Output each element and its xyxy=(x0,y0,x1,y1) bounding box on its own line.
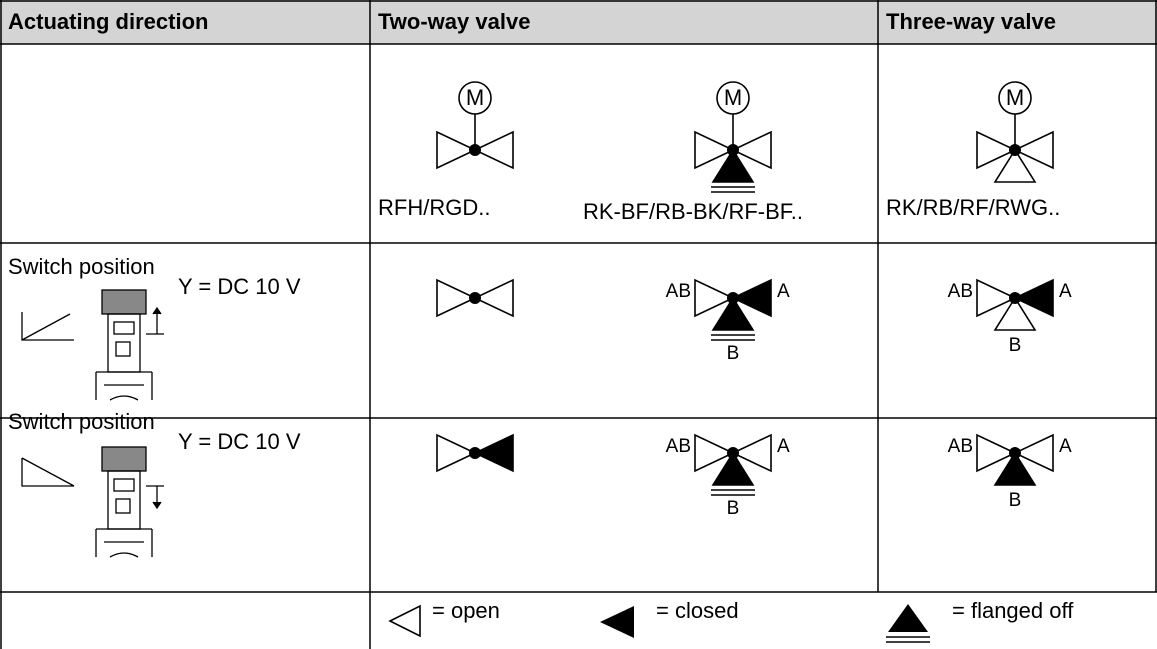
valve-port xyxy=(1013,130,1054,170)
header-cell: Three-way valve xyxy=(886,9,1056,34)
valve-plug xyxy=(1009,144,1021,156)
valve-plug xyxy=(727,292,739,304)
valve-port xyxy=(976,278,1017,318)
motor xyxy=(998,81,1032,115)
valve-label: RFH/RGD.. xyxy=(378,195,490,220)
motor-label: M xyxy=(466,85,484,110)
port-label: B xyxy=(1009,335,1022,356)
motor xyxy=(716,81,750,115)
legend-label: = flanged off xyxy=(952,598,1074,623)
header-cell: Two-way valve xyxy=(378,9,530,34)
row-title: Switch position xyxy=(8,409,155,434)
valve-port xyxy=(993,148,1037,183)
header-cell: Actuating direction xyxy=(8,9,208,34)
valve-port xyxy=(473,278,514,318)
valve-port xyxy=(694,130,735,170)
valve-label: RK-BF/RB-BK/RF-BF.. xyxy=(583,199,803,224)
valve-plug xyxy=(469,144,481,156)
port-label: B xyxy=(727,498,740,519)
valve-port xyxy=(436,433,477,473)
port-label: AB xyxy=(666,281,691,302)
valve-port xyxy=(473,130,514,170)
valve-port xyxy=(473,433,514,473)
port-label: A xyxy=(777,436,790,457)
port-label: A xyxy=(1059,281,1072,302)
port-label: A xyxy=(1059,436,1072,457)
valve-port xyxy=(711,148,755,183)
port-label: AB xyxy=(948,281,973,302)
valve-port xyxy=(694,278,735,318)
valve-plug xyxy=(469,292,481,304)
valve-port xyxy=(731,278,772,318)
motor-label: M xyxy=(1006,85,1024,110)
valve-port xyxy=(731,433,772,473)
row-title: Switch position xyxy=(8,254,155,279)
legend-flanged xyxy=(888,604,928,632)
valve-port xyxy=(1013,433,1054,473)
valve-port xyxy=(436,278,477,318)
valve-plug xyxy=(1009,292,1021,304)
valve-port xyxy=(976,130,1017,170)
actuator-icon-down xyxy=(21,446,164,558)
valve-port xyxy=(976,433,1017,473)
actuator-icon-up xyxy=(21,289,164,401)
valve-port xyxy=(711,451,755,486)
port-label: B xyxy=(727,343,740,364)
valve-port xyxy=(993,451,1037,486)
valve-label: RK/RB/RF/RWG.. xyxy=(886,195,1060,220)
valve-port xyxy=(711,296,755,331)
valve-port xyxy=(436,130,477,170)
valve-port xyxy=(1013,278,1054,318)
legend-label: = closed xyxy=(656,598,739,623)
port-label: AB xyxy=(666,436,691,457)
valve-port xyxy=(993,296,1037,331)
port-label: B xyxy=(1009,490,1022,511)
valve-port xyxy=(731,130,772,170)
header-background xyxy=(0,0,1157,44)
row-signal: Y = DC 10 V xyxy=(178,274,301,299)
valve-plug xyxy=(1009,447,1021,459)
valve-plug xyxy=(727,144,739,156)
port-label: AB xyxy=(948,436,973,457)
port-label: A xyxy=(777,281,790,302)
row-signal: Y = DC 10 V xyxy=(178,429,301,454)
legend-open xyxy=(388,604,421,638)
legend-label: = open xyxy=(432,598,500,623)
motor xyxy=(458,81,492,115)
valve-port xyxy=(694,433,735,473)
valve-plug xyxy=(469,447,481,459)
valve-plug xyxy=(727,447,739,459)
motor-label: M xyxy=(724,85,742,110)
legend-closed xyxy=(600,606,634,638)
